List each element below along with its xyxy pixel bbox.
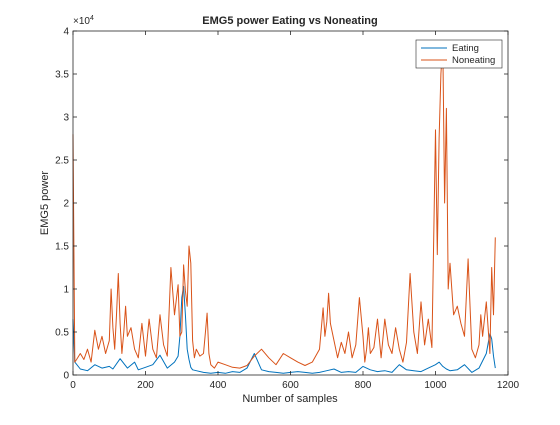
x-tick-label: 200 <box>137 380 154 391</box>
x-axis-label: Number of samples <box>242 393 338 405</box>
x-tick-label: 600 <box>282 380 299 391</box>
legend-box <box>415 39 503 69</box>
y-tick-label: 2.5 <box>55 156 69 167</box>
y-tick-label: 3.5 <box>55 70 69 81</box>
y-tick-label: 1 <box>63 285 69 296</box>
x-tick-label: 400 <box>210 380 227 391</box>
y-axis-label: EMG5 power <box>39 171 51 236</box>
y-tick-label: 3 <box>63 113 69 124</box>
legend-label-eating: Eating <box>452 43 479 54</box>
plot-area <box>73 31 508 375</box>
x-tick-label: 1000 <box>424 380 447 391</box>
series-line-eating <box>72 285 496 374</box>
y-tick-label: 4 <box>63 27 69 38</box>
x-tick-label: 1200 <box>497 380 520 391</box>
series-line-noneating <box>72 43 496 369</box>
legend-label-noneating: Noneating <box>452 55 495 66</box>
y-tick-label: 0.5 <box>55 328 69 339</box>
legend: Eating Noneating <box>415 39 503 69</box>
x-tick-label: 0 <box>70 380 76 391</box>
chart-title: EMG5 power Eating vs Noneating <box>202 15 377 27</box>
y-tick-label: 2 <box>63 199 69 210</box>
series-layer <box>72 43 496 374</box>
y-tick-label: 0 <box>63 371 69 382</box>
x-tick-label: 800 <box>355 380 372 391</box>
y-exponent-label: ×104 <box>73 15 94 27</box>
tick-layer: 0 200 400 600 800 1000 1200 0 0.5 1 1.5 2 2.5 3 3.5 4 <box>55 27 519 392</box>
y-tick-label: 1.5 <box>55 242 69 253</box>
